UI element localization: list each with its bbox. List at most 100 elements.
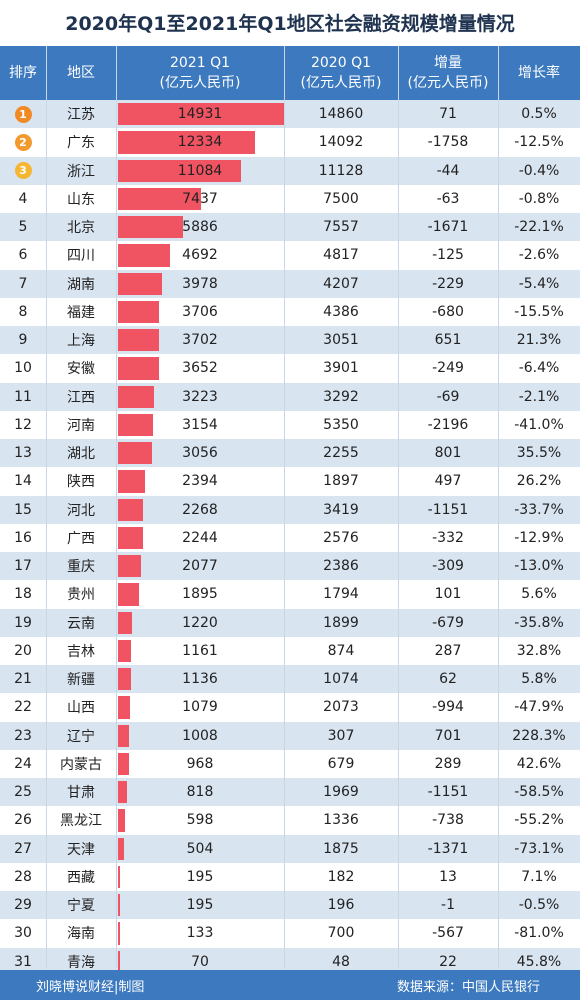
growth-rate: -13.0%	[514, 558, 564, 575]
value-2020: 1969	[323, 784, 359, 801]
rank-cell: 10	[14, 360, 32, 377]
bar	[118, 809, 125, 832]
value-2020: 3901	[323, 360, 359, 377]
increase-value: -1371	[427, 840, 469, 857]
table-row: 23 辽宁 1008 307 701 228.3%	[0, 721, 580, 750]
value-2021: 14931	[177, 106, 223, 123]
value-2021: 3706	[182, 303, 218, 320]
table-row: 27 天津 504 1875 -1371 -73.1%	[0, 834, 580, 863]
growth-rate: -35.8%	[514, 614, 564, 631]
value-2021: 3154	[182, 416, 218, 433]
value-2020: 1899	[323, 614, 359, 631]
table-body: 1 江苏 14931 14860 71 0.5% 2 广东 12334 14092 -1758 -12…	[0, 100, 580, 976]
bar-cell: 2268	[116, 496, 284, 524]
value-2020: 1794	[323, 586, 359, 603]
rank-cell: 8	[18, 303, 28, 320]
bar-cell: 968	[116, 750, 284, 778]
bar-cell: 14931	[116, 100, 284, 128]
value-2020: 196	[327, 897, 355, 914]
medal-icon: 3	[14, 162, 32, 180]
bar	[118, 498, 144, 521]
bar-cell: 3702	[116, 326, 284, 354]
bar-cell: 195	[116, 891, 284, 919]
bar-cell: 5886	[116, 213, 284, 241]
bar	[118, 244, 171, 267]
table-row: 25 甘肃 818 1969 -1151 -58.5%	[0, 778, 580, 807]
header-growth: 增长率	[518, 65, 560, 81]
bar-cell: 3978	[116, 270, 284, 298]
bar-cell: 1079	[116, 693, 284, 721]
medal-icon: 2	[14, 133, 32, 151]
bar-cell: 1136	[116, 665, 284, 693]
table-row: 28 西藏 195 182 13 7.1%	[0, 862, 580, 891]
region-cell: 西藏	[67, 869, 95, 886]
region-cell: 重庆	[67, 559, 95, 576]
bar	[118, 103, 284, 126]
value-2021: 11084	[177, 162, 223, 179]
growth-rate: -0.5%	[518, 897, 560, 914]
table-row: 12 河南 3154 5350 -2196 -41.0%	[0, 410, 580, 439]
table-row: 29 宁夏 195 196 -1 -0.5%	[0, 891, 580, 920]
region-cell: 山东	[67, 191, 95, 208]
growth-rate: -73.1%	[514, 840, 564, 857]
rank-cell: 11	[14, 388, 32, 405]
value-2020: 1897	[323, 473, 359, 490]
rank-cell: 14	[14, 473, 32, 490]
value-2020: 1875	[323, 840, 359, 857]
increase-value: -1	[441, 897, 455, 914]
rank-cell: 21	[14, 671, 32, 688]
table-row: 16 广西 2244 2576 -332 -12.9%	[0, 523, 580, 552]
region-cell: 河北	[67, 502, 95, 519]
table-row: 10 安徽 3652 3901 -249 -6.4%	[0, 354, 580, 383]
region-cell: 安徽	[67, 361, 95, 378]
region-cell: 广东	[67, 135, 95, 152]
header-2021: 2021 Q1 (亿元人民币)	[116, 46, 284, 100]
value-2021: 5886	[182, 219, 218, 236]
bar-cell: 3056	[116, 439, 284, 467]
increase-value: -1151	[427, 501, 469, 518]
value-2020: 4207	[323, 275, 359, 292]
bar-cell: 1220	[116, 609, 284, 637]
value-2020: 5350	[323, 416, 359, 433]
chart-title: 2020年Q1至2021年Q1地区社会融资规模增量情况	[65, 12, 515, 35]
bar-cell: 3652	[116, 354, 284, 382]
table-row: 14 陕西 2394 1897 497 26.2%	[0, 467, 580, 496]
table-row: 3 浙江 11084 11128 -44 -0.4%	[0, 156, 580, 185]
region-cell: 内蒙古	[60, 756, 102, 773]
bar-cell: 3223	[116, 383, 284, 411]
table-row: 9 上海 3702 3051 651 21.3%	[0, 326, 580, 355]
bar-cell: 7437	[116, 185, 284, 213]
rank-cell: 16	[14, 529, 32, 546]
value-2020: 2255	[323, 445, 359, 462]
table-row: 21 新疆 1136 1074 62 5.8%	[0, 665, 580, 694]
region-cell: 浙江	[67, 163, 95, 180]
table-row: 11 江西 3223 3292 -69 -2.1%	[0, 382, 580, 411]
table-row: 15 河北 2268 3419 -1151 -33.7%	[0, 495, 580, 524]
growth-rate: -2.1%	[518, 388, 560, 405]
increase-value: 497	[434, 473, 462, 490]
value-2020: 48	[332, 953, 350, 970]
region-cell: 甘肃	[67, 785, 95, 802]
table-row: 8 福建 3706 4386 -680 -15.5%	[0, 297, 580, 326]
value-2020: 7557	[323, 219, 359, 236]
increase-value: -229	[432, 275, 464, 292]
column-divider	[498, 46, 499, 968]
value-2021: 1161	[182, 642, 218, 659]
increase-value: -63	[436, 190, 460, 207]
value-2020: 874	[327, 642, 355, 659]
value-2020: 2386	[323, 558, 359, 575]
value-2020: 3292	[323, 388, 359, 405]
value-2021: 1895	[182, 586, 218, 603]
bar	[118, 131, 256, 154]
header-region: 地区	[67, 65, 95, 81]
header-increase: 增量 (亿元人民币)	[398, 46, 498, 100]
header-2021-line2: (亿元人民币)	[159, 75, 241, 91]
header-increase-line1: 增量	[434, 55, 462, 71]
bar	[118, 300, 160, 323]
bar-cell: 818	[116, 778, 284, 806]
table-row: 20 吉林 1161 874 287 32.8%	[0, 636, 580, 665]
header-2021-line1: 2021 Q1	[169, 55, 230, 71]
value-2020: 307	[327, 727, 355, 744]
value-2021: 195	[186, 868, 214, 885]
increase-value: 651	[434, 332, 462, 349]
